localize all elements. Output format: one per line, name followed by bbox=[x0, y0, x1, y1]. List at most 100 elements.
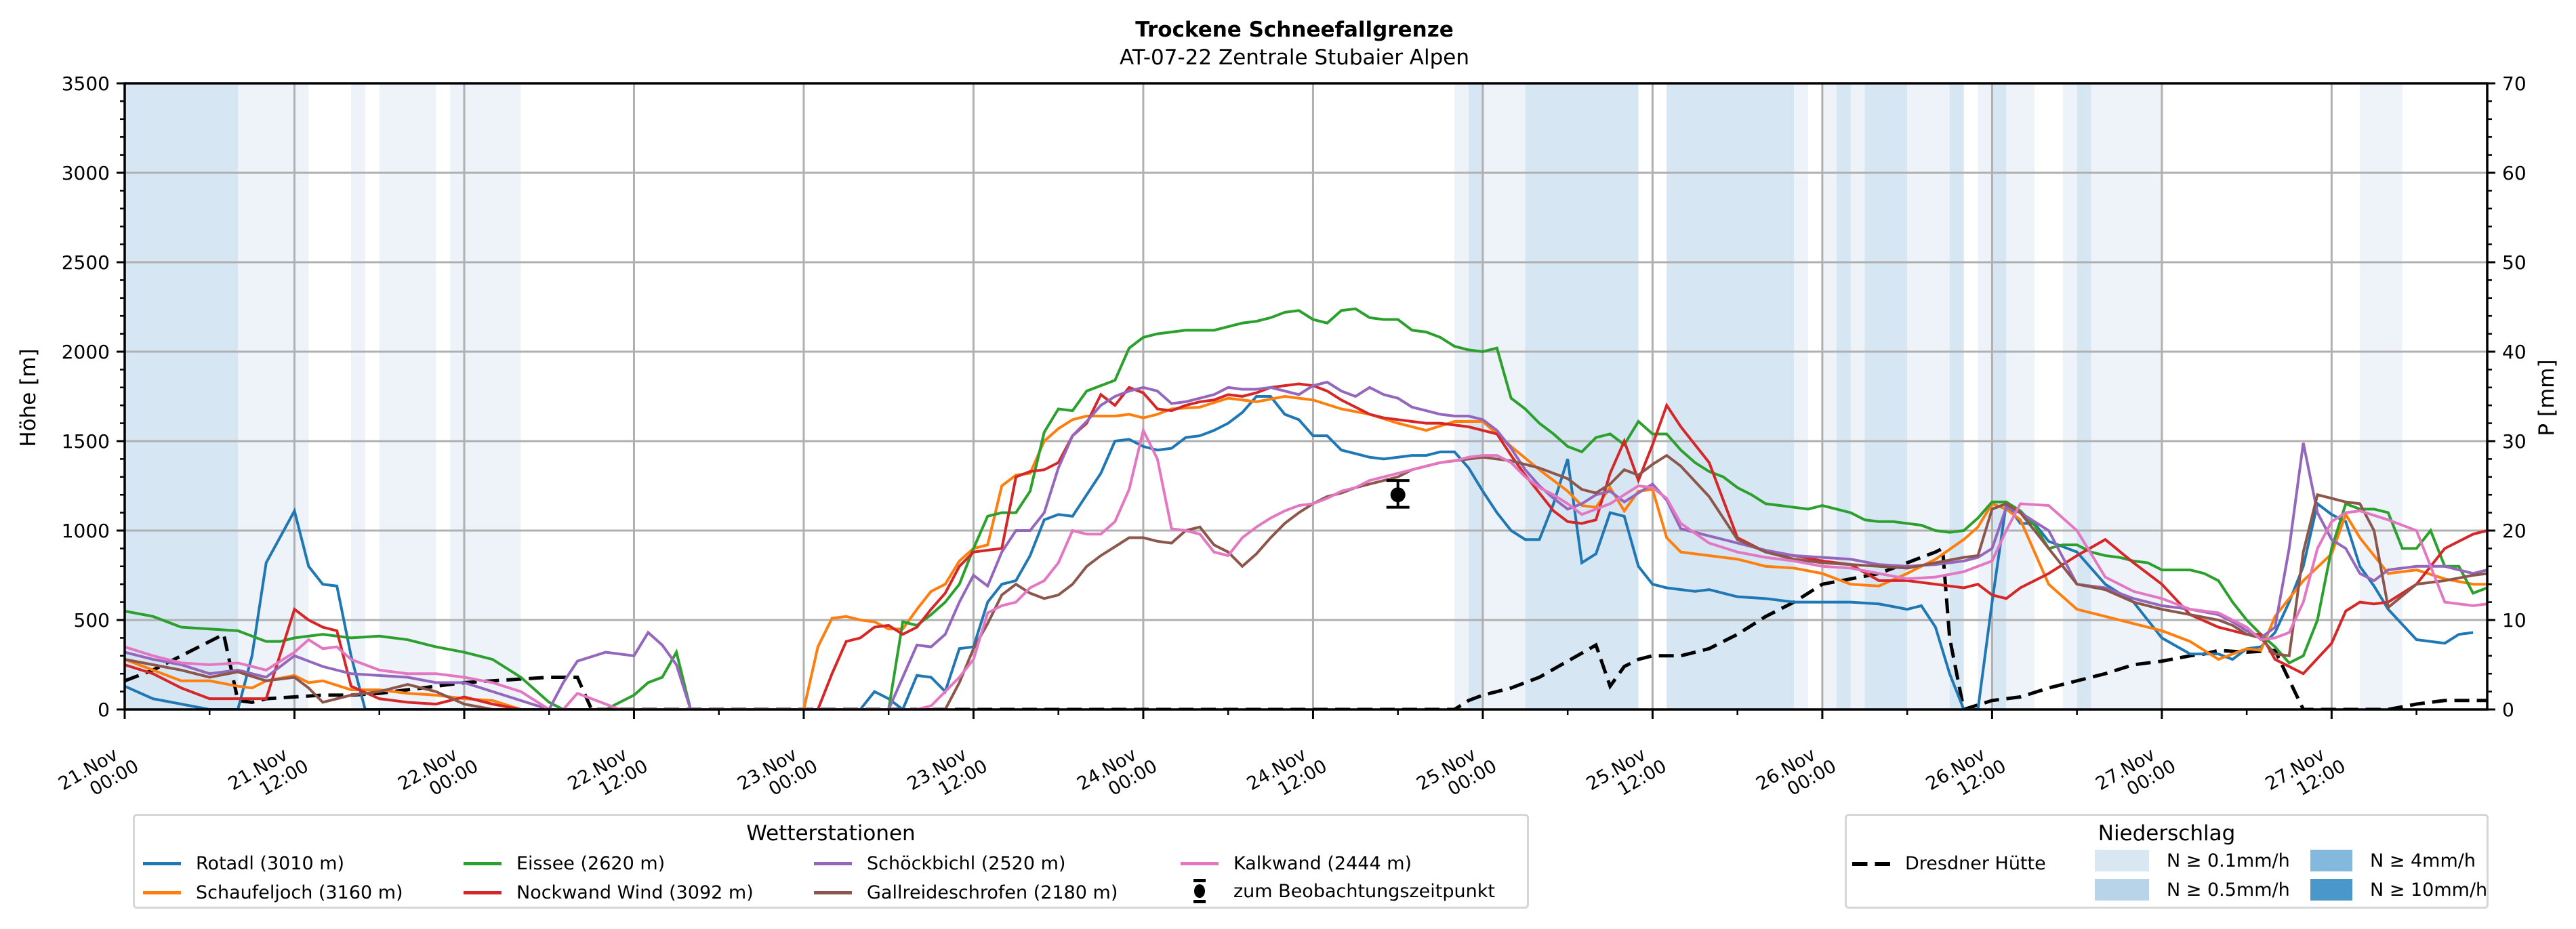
legend-item-precip-05: N ≥ 0.5mm/h bbox=[2095, 879, 2290, 901]
series-line-dresdner-huette bbox=[125, 545, 2487, 709]
legend-label: Gallreideschrofen (2180 m) bbox=[867, 882, 1118, 903]
legend-label: Nockwand Wind (3092 m) bbox=[516, 882, 754, 903]
errorbar-marker-icon bbox=[1181, 879, 1219, 903]
legend-item-eissee: Eissee (2620 m) bbox=[464, 853, 665, 874]
legend-precip-title: Niederschlag bbox=[2098, 821, 2236, 846]
series-line-2 bbox=[125, 394, 2487, 709]
legend-stations-title: Wetterstationen bbox=[746, 821, 916, 846]
series-line-4 bbox=[125, 382, 2487, 709]
y2-tick-label: 50 bbox=[2502, 251, 2527, 274]
legend-line-swatch bbox=[1181, 862, 1219, 865]
y-tick-label: 3500 bbox=[62, 73, 110, 95]
precip-band bbox=[1949, 83, 1964, 709]
legend-label: Dresdner Hütte bbox=[1905, 853, 2046, 874]
legend-item-schaufeljoch: Schaufeljoch (3160 m) bbox=[143, 882, 403, 903]
precip-band bbox=[1794, 83, 1809, 709]
series-line-1 bbox=[125, 395, 2474, 709]
legend-item-dresdner-huette: Dresdner Hütte bbox=[1852, 853, 2046, 874]
legend-patch-swatch bbox=[2310, 850, 2352, 871]
precip-band bbox=[1836, 83, 1851, 709]
precip-band bbox=[1525, 83, 1639, 709]
precip-band bbox=[1907, 83, 1950, 709]
legend-item-precip-4: N ≥ 4mm/h bbox=[2310, 850, 2476, 871]
legend-stations: Wetterstationen Rotadl (3010 m) Schaufel… bbox=[133, 814, 1529, 909]
x-tick-label: 24.Nov12:00 bbox=[1244, 738, 1331, 812]
y2-tick-label: 10 bbox=[2502, 609, 2527, 632]
legend-item-kalkwand: Kalkwand (2444 m) bbox=[1181, 853, 1412, 874]
precipitation-bands bbox=[125, 83, 2403, 709]
legend-precipitation: Niederschlag Dresdner Hütte N ≥ 0.1mm/h … bbox=[1845, 814, 2489, 909]
y-axis-label: Höhe [m] bbox=[16, 348, 41, 447]
series-lines bbox=[125, 307, 2487, 709]
precip-band bbox=[2360, 83, 2403, 709]
y-tick-label: 0 bbox=[98, 699, 110, 721]
y-tick-label: 1000 bbox=[62, 520, 110, 542]
precip-band bbox=[1667, 83, 1795, 709]
y-tick-label: 2500 bbox=[62, 251, 110, 274]
x-tick-label: 26.Nov12:00 bbox=[1923, 738, 2010, 812]
legend-item-observation: zum Beobachtungszeitpunkt bbox=[1181, 879, 1495, 903]
x-tick-label: 25.Nov00:00 bbox=[1413, 738, 1500, 812]
precip-band bbox=[237, 83, 309, 709]
chart-title: Trockene Schneefallgrenze bbox=[1135, 18, 1454, 42]
precip-band bbox=[1454, 83, 1526, 709]
precip-band bbox=[2077, 83, 2091, 709]
x-tick-label: 21.Nov00:00 bbox=[55, 738, 142, 812]
x-tick-label: 25.Nov12:00 bbox=[1583, 738, 1671, 812]
x-tick-label: 24.Nov00:00 bbox=[1074, 738, 1161, 812]
x-tick-label: 23.Nov00:00 bbox=[734, 738, 821, 812]
y-tick-label: 3000 bbox=[62, 162, 110, 184]
y2-axis-label: P [mm] bbox=[2535, 359, 2559, 436]
y2-tick-label: 70 bbox=[2502, 73, 2527, 95]
y2-tick-label: 0 bbox=[2502, 699, 2514, 721]
x-tick-label: 21.Nov12:00 bbox=[225, 738, 312, 812]
legend-item-nockwand: Nockwand Wind (3092 m) bbox=[464, 882, 754, 903]
y-tick-label: 2000 bbox=[62, 341, 110, 363]
legend-item-schoeckbichl: Schöckbichl (2520 m) bbox=[814, 853, 1065, 874]
series-line-3 bbox=[125, 307, 2487, 709]
legend-line-swatch bbox=[143, 862, 181, 865]
observation-point bbox=[1390, 487, 1406, 503]
legend-line-swatch bbox=[464, 862, 502, 865]
y2-tick-label: 40 bbox=[2502, 341, 2527, 363]
legend-line-swatch bbox=[464, 891, 502, 894]
legend-label: Schöckbichl (2520 m) bbox=[867, 853, 1066, 874]
plot-frame bbox=[123, 82, 2489, 711]
legend-label: Schaufeljoch (3160 m) bbox=[196, 882, 403, 903]
x-tick-label: 27.Nov12:00 bbox=[2262, 738, 2350, 812]
y-tick-label: 1500 bbox=[62, 430, 110, 453]
precip-band bbox=[379, 83, 436, 709]
legend-label: N ≥ 4mm/h bbox=[2370, 850, 2476, 871]
x-tick-label: 26.Nov00:00 bbox=[1753, 738, 1840, 812]
axes: 0 500 1000 1500 2000 2500 3000 3500 0 10 20 30 40 50 6… bbox=[55, 73, 2527, 812]
legend-line-swatch bbox=[143, 891, 181, 894]
precip-band bbox=[350, 83, 365, 709]
legend-patch-swatch bbox=[2310, 879, 2352, 901]
series-line-7 bbox=[125, 426, 2487, 709]
x-tick-label: 22.Nov12:00 bbox=[565, 738, 652, 812]
precip-band bbox=[450, 83, 521, 709]
legend-line-swatch bbox=[814, 862, 852, 865]
y2-tick-label: 30 bbox=[2502, 430, 2527, 453]
y2-tick-label: 20 bbox=[2502, 520, 2527, 542]
x-tick-label: 27.Nov00:00 bbox=[2092, 738, 2180, 812]
precip-band bbox=[1864, 83, 1908, 709]
legend-patch-swatch bbox=[2095, 879, 2149, 901]
x-tick-label: 23.Nov12:00 bbox=[904, 738, 991, 812]
precip-band bbox=[125, 83, 238, 709]
legend-patch-swatch bbox=[2095, 850, 2149, 871]
chart-subtitle: AT-07-22 Zentrale Stubaier Alpen bbox=[1120, 45, 1469, 70]
legend-line-swatch bbox=[814, 891, 852, 894]
legend-label: N ≥ 0.5mm/h bbox=[2167, 879, 2290, 901]
series-line-5 bbox=[125, 380, 2487, 709]
x-tick-label: 22.Nov00:00 bbox=[394, 738, 482, 812]
grid-lines bbox=[125, 83, 2487, 709]
legend-label: Rotadl (3010 m) bbox=[196, 853, 345, 874]
y2-tick-label: 60 bbox=[2502, 162, 2527, 184]
legend-label: N ≥ 0.1mm/h bbox=[2167, 850, 2290, 871]
legend-item-rotadl: Rotadl (3010 m) bbox=[143, 853, 344, 874]
legend-item-gallreideschrofen: Gallreideschrofen (2180 m) bbox=[814, 882, 1118, 903]
precip-band bbox=[1469, 83, 1483, 709]
legend-item-precip-01: N ≥ 0.1mm/h bbox=[2095, 850, 2290, 871]
